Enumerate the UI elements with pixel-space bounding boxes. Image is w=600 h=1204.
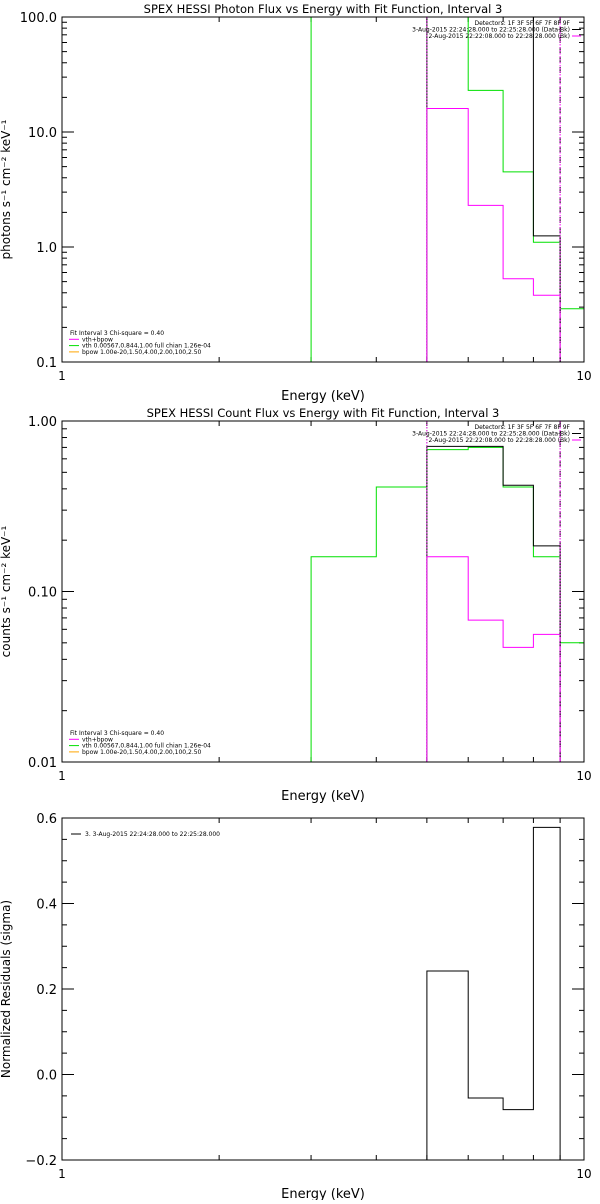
legend-entry: Fit Interval 3 Chi-square = 0.40 bbox=[70, 330, 164, 337]
plot-frame bbox=[61, 420, 585, 763]
info-line: 3-Aug-2015 22:24:28.000 to 22:25:28.000 … bbox=[412, 431, 570, 438]
series-step-line bbox=[310, 17, 584, 362]
series-step-line bbox=[426, 826, 561, 1160]
chart-title: SPEX HESSI Photon Flux vs Energy with Fi… bbox=[144, 2, 503, 16]
legend-entry: vth+bpow bbox=[82, 736, 113, 743]
x-tick-label: 10 bbox=[576, 1167, 591, 1181]
x-tick-label: 10 bbox=[576, 369, 591, 383]
y-tick-label: 0.6 bbox=[36, 812, 57, 827]
axis-ticks bbox=[61, 16, 585, 363]
y-axis-label: Normalized Residuals (sigma) bbox=[0, 900, 13, 1078]
info-line: Detectors: 1F 3F 5F 6F 7F 8F 9F bbox=[474, 20, 570, 27]
x-tick-label: 10 bbox=[576, 769, 591, 783]
x-axis-label: Energy (keV) bbox=[281, 1187, 365, 1200]
y-tick-label: 1.0 bbox=[36, 241, 57, 256]
series-step-line bbox=[426, 445, 561, 762]
legend-entry: Fit Interval 3 Chi-square = 0.40 bbox=[70, 730, 164, 737]
x-tick-label: 1 bbox=[58, 1167, 66, 1181]
series-group bbox=[426, 826, 561, 1160]
y-tick-label: 0.01 bbox=[28, 756, 57, 771]
legend-entry: vth 0.00567,0.844,1.00 full chian 1.26e-… bbox=[82, 743, 211, 750]
info-line: 2-Aug-2015 22:22:08.000 to 22:28:28.000 … bbox=[428, 437, 570, 444]
chart-panel-1: SPEX HESSI Photon Flux vs Energy with Fi… bbox=[0, 2, 592, 404]
y-tick-label: 1.00 bbox=[28, 415, 57, 430]
series-step-line bbox=[426, 17, 561, 362]
info-line: Detectors: 1F 3F 5F 6F 7F 8F 9F bbox=[474, 424, 570, 431]
chart-panel-3: 1 10 −0.2 0.0 0.2 0.4 0.6 Energy (keV) Normalize… bbox=[0, 812, 592, 1202]
legend-entry: vth+bpow bbox=[82, 336, 113, 343]
axis-ticks bbox=[61, 420, 585, 763]
series-step-line bbox=[310, 446, 584, 762]
y-axis-label: photons s⁻¹ cm⁻² keV⁻¹ bbox=[0, 119, 13, 259]
y-tick-label: 0.4 bbox=[36, 898, 57, 913]
x-tick-label: 1 bbox=[58, 769, 66, 783]
series-step-line bbox=[426, 556, 561, 762]
chart-title: SPEX HESSI Count Flux vs Energy with Fit… bbox=[147, 406, 500, 420]
y-tick-label: 0.0 bbox=[36, 1069, 57, 1084]
y-tick-label: 100.0 bbox=[20, 11, 57, 26]
series-group bbox=[310, 421, 584, 762]
x-axis-label: Energy (keV) bbox=[281, 389, 365, 404]
y-axis-label: counts s⁻¹ cm⁻² keV⁻¹ bbox=[0, 525, 13, 657]
series-step-line bbox=[426, 108, 561, 362]
legend-entry: 3. 3-Aug-2015 22:24:28.000 to 22:25:28.0… bbox=[85, 831, 220, 838]
y-tick-label: 10.0 bbox=[28, 126, 57, 141]
y-tick-label: −0.2 bbox=[25, 1154, 57, 1169]
series-group bbox=[310, 17, 584, 362]
plot-frame bbox=[61, 817, 585, 1161]
legend-entry: bpow 1.00e-20,1.50,4.00,2.00,100,2.50 bbox=[82, 349, 202, 356]
x-tick-label: 1 bbox=[58, 369, 66, 383]
chart-panel-2: SPEX HESSI Count Flux vs Energy with Fit… bbox=[0, 406, 592, 804]
y-tick-label: 0.1 bbox=[36, 356, 57, 371]
info-line: 2-Aug-2015 22:22:08.000 to 22:28:28.000 … bbox=[428, 33, 570, 40]
axis-ticks bbox=[61, 817, 585, 1161]
legend-entry: vth 0.00567,0.844,1.00 full chian 1.26e-… bbox=[82, 343, 211, 350]
y-tick-label: 0.2 bbox=[36, 983, 57, 998]
plot-frame bbox=[61, 16, 585, 363]
x-axis-label: Energy (keV) bbox=[281, 789, 365, 804]
y-tick-label: 0.10 bbox=[28, 586, 57, 601]
legend-entry: bpow 1.00e-20,1.50,4.00,2.00,100,2.50 bbox=[82, 749, 202, 756]
info-line: 3-Aug-2015 22:24:28.000 to 22:25:28.000 … bbox=[412, 27, 570, 34]
